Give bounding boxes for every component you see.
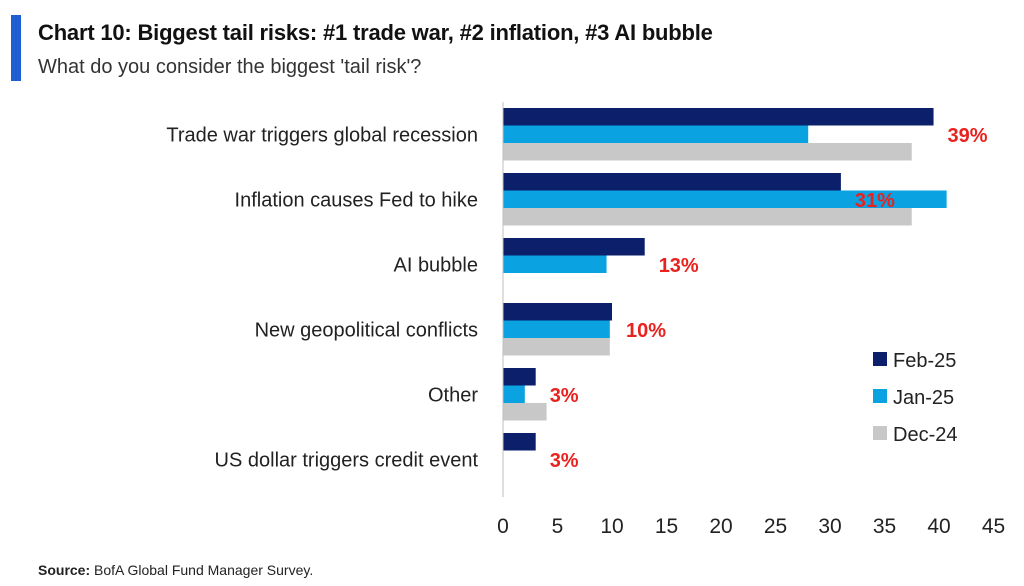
bar-feb-25: [503, 238, 645, 256]
source-note: Source: BofA Global Fund Manager Survey.: [38, 562, 313, 578]
category-label: AI bubble: [393, 254, 478, 276]
bar-jan-25: [503, 255, 607, 273]
category-label: US dollar triggers credit event: [215, 449, 479, 471]
category-label: Inflation causes Fed to hike: [235, 189, 478, 211]
data-label: 3%: [550, 385, 579, 407]
x-tick-label: 10: [600, 515, 623, 538]
category-label: New geopolitical conflicts: [255, 319, 478, 341]
legend-swatch-jan-25: [873, 389, 887, 403]
legend-swatch-dec-24: [873, 426, 887, 440]
bar-dec-24: [503, 208, 912, 226]
x-tick-label: 5: [552, 515, 564, 538]
bar-feb-25: [503, 108, 934, 126]
legend-swatch-feb-25: [873, 352, 887, 366]
legend-label: Jan-25: [893, 387, 954, 409]
x-tick-label: 0: [497, 515, 509, 538]
x-tick-label: 20: [709, 515, 732, 538]
bar-feb-25: [503, 368, 536, 386]
legend-label: Feb-25: [893, 350, 956, 372]
bar-dec-24: [503, 338, 610, 356]
x-tick-label: 40: [927, 515, 950, 538]
data-label: 39%: [948, 125, 988, 147]
bar-feb-25: [503, 173, 841, 191]
legend-label: Dec-24: [893, 424, 957, 446]
bar-dec-24: [503, 143, 912, 161]
source-text: BofA Global Fund Manager Survey.: [94, 562, 314, 578]
category-label: Trade war triggers global recession: [166, 124, 478, 146]
x-tick-label: 15: [655, 515, 678, 538]
data-label: 31%: [855, 190, 895, 212]
data-label: 13%: [659, 255, 699, 277]
source-label: Source:: [38, 562, 91, 578]
data-label: 3%: [550, 450, 579, 472]
data-label: 10%: [626, 320, 666, 342]
bar-dec-24: [503, 403, 547, 421]
bar-jan-25: [503, 385, 525, 403]
x-tick-label: 45: [982, 515, 1005, 538]
bar-feb-25: [503, 433, 536, 451]
bar-jan-25: [503, 190, 947, 208]
bar-jan-25: [503, 125, 809, 143]
x-tick-label: 30: [818, 515, 841, 538]
x-tick-label: 35: [873, 515, 896, 538]
bar-jan-25: [503, 320, 610, 338]
chart-subtitle: What do you consider the biggest 'tail r…: [38, 56, 422, 78]
bar-feb-25: [503, 303, 612, 321]
x-tick-label: 25: [764, 515, 787, 538]
chart-title: Chart 10: Biggest tail risks: #1 trade w…: [38, 20, 713, 45]
category-label: Other: [428, 384, 478, 406]
title-accent-bar: [11, 15, 21, 81]
